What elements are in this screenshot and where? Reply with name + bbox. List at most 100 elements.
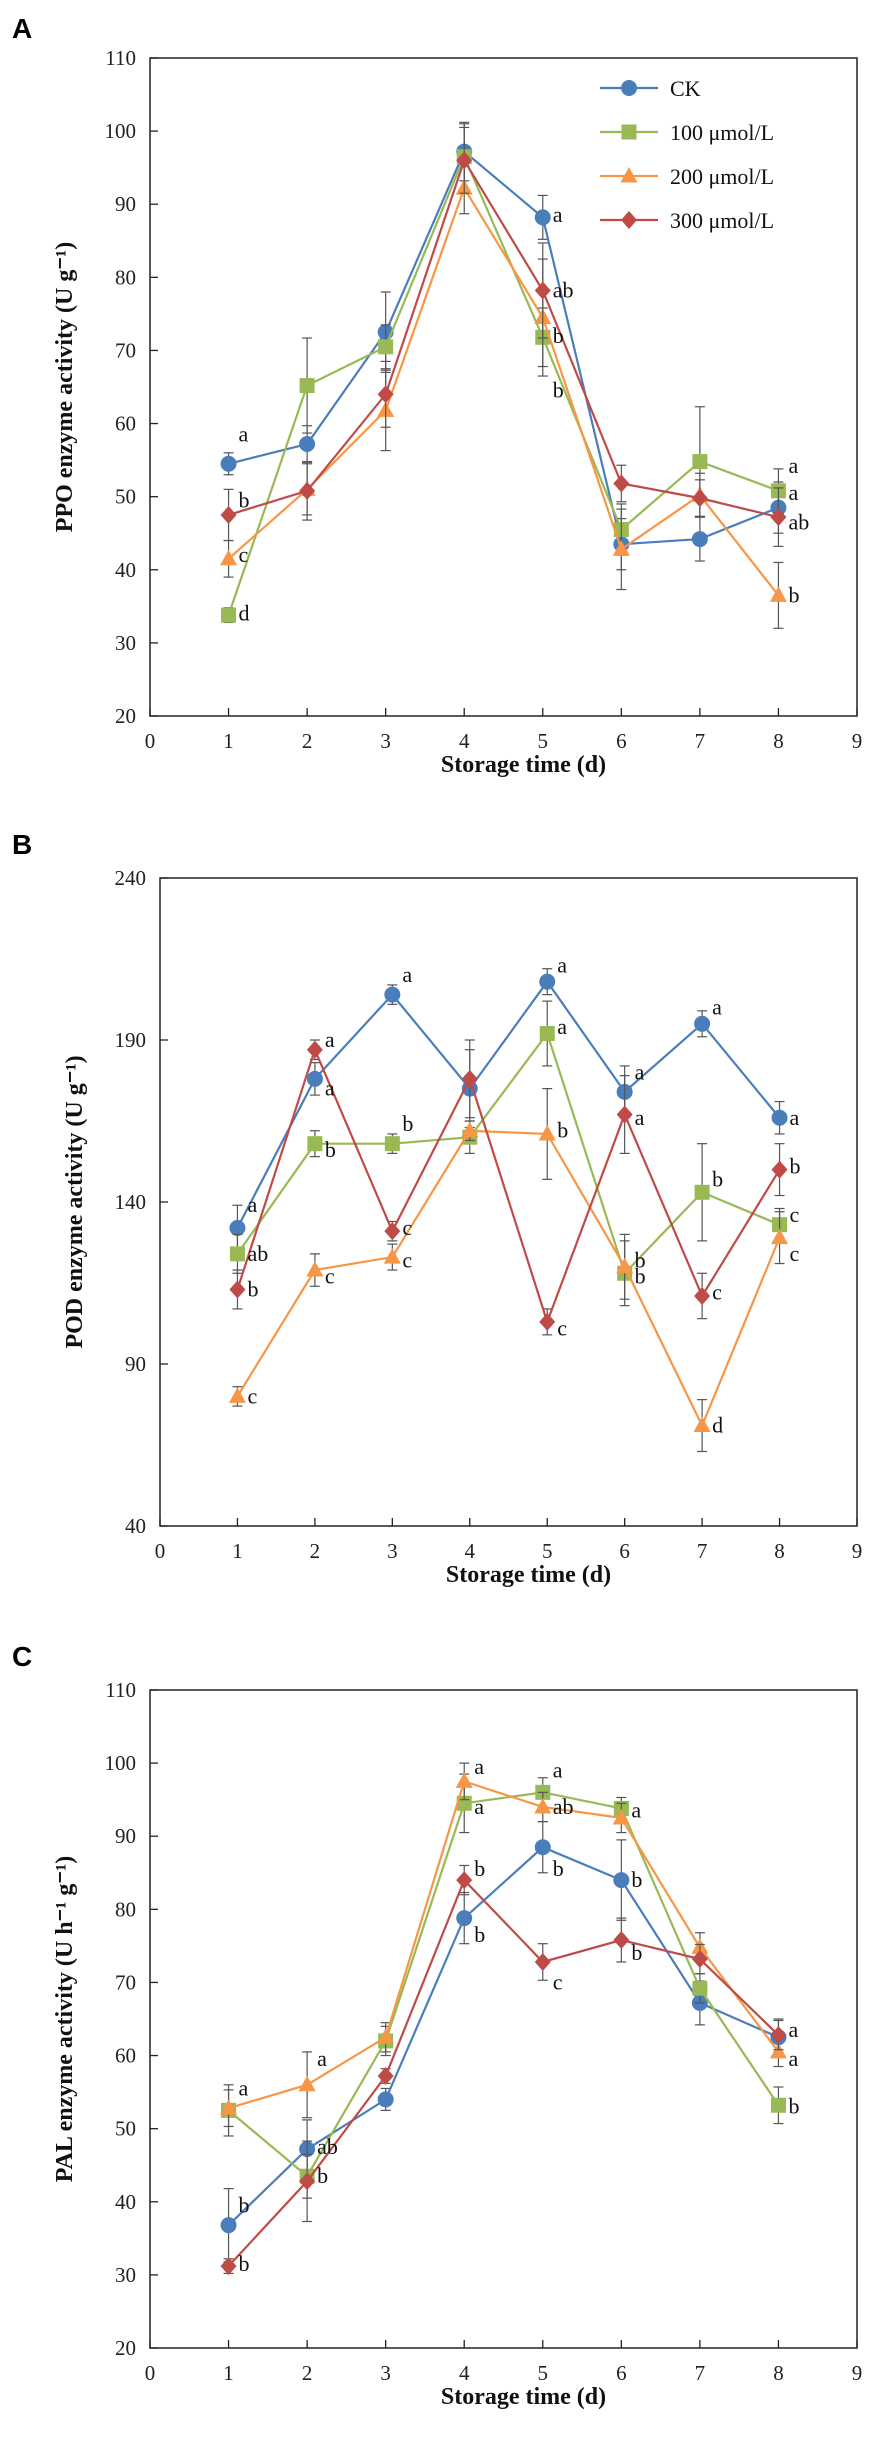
x-tick-label: 1 (223, 2361, 234, 2385)
data-point-triangle (769, 2042, 787, 2059)
significance-letter: a (239, 422, 249, 447)
panel-c-series-square (221, 1773, 786, 2199)
x-tick-label: 3 (387, 1539, 398, 1563)
data-point-triangle (298, 2075, 316, 2092)
y-tick-label: 50 (115, 485, 136, 509)
panel-c-series-circle (220, 1820, 787, 2263)
x-tick-label: 6 (619, 1539, 630, 1563)
data-point-diamond (539, 1312, 556, 1331)
significance-letter: a (557, 952, 567, 977)
panel-a-x-axis-title: Storage time (d) (441, 752, 606, 778)
data-point-square (229, 1246, 245, 1262)
data-point-triangle (220, 549, 238, 566)
y-tick-label: 40 (115, 2190, 136, 2214)
y-tick-label: 70 (115, 338, 136, 362)
x-tick-label: 2 (302, 729, 313, 753)
x-tick-label: 3 (380, 729, 391, 753)
data-point-diamond (770, 508, 787, 527)
significance-letter: b (325, 1137, 336, 1162)
panel-a-y-axis-title: PPO enzyme activity (U g⁻¹) (52, 242, 78, 532)
data-point-triangle (769, 586, 787, 602)
data-point-circle (220, 455, 237, 472)
significance-letter: b (635, 1247, 646, 1272)
x-tick-label: 7 (697, 1539, 708, 1563)
significance-letter: a (788, 480, 798, 505)
panel-b-tag: B (12, 829, 32, 860)
x-tick-label: 0 (145, 729, 156, 753)
data-point-circle (306, 1070, 323, 1087)
y-tick-label: 100 (105, 1751, 137, 1775)
significance-letter: ab (247, 1241, 268, 1266)
x-tick-label: 2 (310, 1539, 321, 1563)
y-tick-label: 30 (115, 2263, 136, 2287)
significance-letter: b (788, 2094, 799, 2119)
legend-marker-circle (621, 80, 637, 96)
data-point-circle (456, 1910, 473, 1927)
panel-c-plot-frame (149, 1689, 858, 2349)
panel-c-series-diamond (220, 1864, 787, 2276)
significance-letter: c (553, 1969, 563, 1994)
data-point-circle (534, 209, 551, 226)
significance-letter: b (553, 323, 564, 348)
legend-marker-square (621, 124, 637, 140)
x-tick-label: 9 (852, 2361, 863, 2385)
data-point-square (694, 1184, 710, 1200)
y-tick-label: 80 (115, 1897, 136, 1921)
significance-letter: d (712, 1413, 723, 1438)
y-tick-label: 20 (115, 704, 136, 728)
significance-letter: a (553, 1757, 563, 1782)
y-tick-label: 110 (105, 1678, 136, 1702)
x-tick-label: 2 (302, 2361, 313, 2385)
data-point-diamond (534, 1952, 551, 1971)
panel-b-y-axis-title: POD enzyme activity (U g⁻¹) (62, 1055, 88, 1348)
data-point-diamond (299, 2172, 316, 2191)
data-point-diamond (694, 1286, 711, 1305)
y-tick-label: 70 (115, 1970, 136, 1994)
y-tick-label: 30 (115, 631, 136, 655)
significance-letter: ab (788, 509, 809, 534)
significance-letter: a (474, 1754, 484, 1779)
x-tick-label: 5 (538, 729, 549, 753)
significance-letter: b (553, 1856, 564, 1881)
significance-letter: c (402, 1247, 412, 1272)
data-point-circle (613, 1872, 630, 1889)
data-point-triangle (612, 1808, 630, 1825)
panel-c-series-triangle (220, 1762, 787, 2128)
y-tick-label: 20 (115, 2336, 136, 2360)
significance-letter: b (553, 378, 564, 403)
panel-b-series-triangle (228, 1087, 789, 1453)
data-point-triangle (693, 1416, 711, 1433)
data-point-circle (534, 1839, 551, 1856)
y-tick-label: 50 (115, 2117, 136, 2141)
panel-a-tag: A (12, 13, 32, 44)
data-point-circle (384, 986, 401, 1003)
series-line (227, 1791, 780, 2178)
legend-marker-diamond (621, 211, 637, 229)
significance-letter: a (317, 2046, 327, 2071)
data-point-square (692, 1980, 708, 1996)
data-point-diamond (461, 1069, 478, 1088)
y-tick-label: 90 (115, 192, 136, 216)
data-point-square (221, 607, 237, 623)
y-tick-label: 80 (115, 265, 136, 289)
significance-letter: ab (553, 1794, 574, 1819)
series-line (228, 1779, 780, 2110)
y-tick-label: 90 (115, 1824, 136, 1848)
significance-letter: b (474, 1922, 485, 1947)
data-point-triangle (616, 1257, 634, 1274)
significance-letter: b (790, 1153, 801, 1178)
data-point-triangle (228, 1387, 246, 1403)
significance-letter: b (631, 1940, 642, 1965)
significance-letter: c (325, 1264, 335, 1289)
panel-a-legend: CK 100 μmol/L 200 μmol/L 300 μmol/L (600, 76, 774, 233)
data-point-circle (691, 531, 708, 548)
legend-label: 100 μmol/L (670, 120, 774, 145)
x-tick-label: 6 (616, 729, 627, 753)
panel-a-series-square (221, 123, 786, 624)
data-point-diamond (771, 1160, 788, 1179)
data-point-circle (220, 2217, 237, 2234)
data-point-triangle (461, 1121, 479, 1138)
data-point-diamond (384, 1222, 401, 1241)
data-point-circle (377, 2091, 394, 2108)
y-tick-label: 110 (105, 46, 136, 70)
